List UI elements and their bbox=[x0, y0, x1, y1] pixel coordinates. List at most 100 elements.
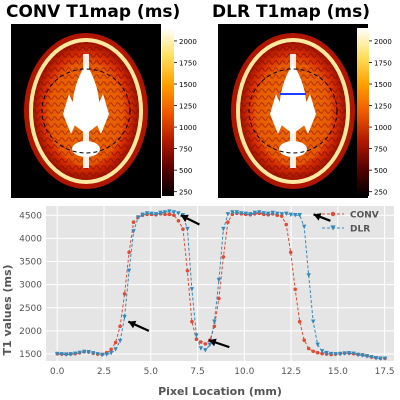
data-point-dlr bbox=[194, 333, 199, 338]
data-point-dlr bbox=[68, 352, 73, 357]
data-point-dlr bbox=[95, 352, 100, 357]
data-point-dlr bbox=[104, 352, 109, 357]
annotation-arrows bbox=[127, 213, 331, 349]
colorbar-gradient bbox=[357, 28, 369, 196]
data-point-dlr bbox=[207, 342, 213, 348]
data-point-conv bbox=[284, 222, 289, 227]
data-point-conv bbox=[306, 346, 311, 351]
data-point-conv bbox=[288, 250, 293, 255]
colorbar-tick-label: 1750 bbox=[179, 59, 197, 67]
data-point-dlr bbox=[212, 319, 217, 324]
legend: CONV DLR bbox=[322, 211, 379, 235]
colorbar-tick-label: 250 bbox=[374, 189, 387, 197]
x-axis-label: Pixel Location (mm) bbox=[158, 385, 282, 398]
data-point-dlr bbox=[319, 349, 325, 354]
data-point-dlr bbox=[257, 210, 262, 215]
data-point-conv bbox=[302, 338, 306, 342]
data-point-dlr bbox=[369, 355, 374, 360]
data-point-conv bbox=[293, 287, 298, 292]
data-point-dlr bbox=[55, 351, 60, 357]
dlr-colorbar: 2000 1750 1500 1250 1000 750 500 250 bbox=[357, 28, 392, 197]
colorbar-tick-label: 1000 bbox=[179, 124, 197, 132]
data-point-dlr bbox=[176, 211, 181, 216]
data-point-dlr bbox=[122, 314, 127, 320]
data-point-dlr bbox=[310, 319, 316, 324]
data-point-dlr bbox=[266, 211, 271, 217]
data-point-dlr bbox=[378, 356, 383, 361]
data-point-conv bbox=[113, 340, 118, 345]
y-axis-label: T1 values (ms) bbox=[1, 264, 14, 355]
colorbar-tick-label: 500 bbox=[374, 167, 387, 175]
data-point-dlr bbox=[153, 212, 159, 217]
data-point-dlr bbox=[315, 342, 320, 348]
data-point-dlr bbox=[59, 352, 64, 357]
data-point-dlr bbox=[81, 349, 87, 355]
colorbar-tick-label: 1500 bbox=[179, 81, 197, 89]
conv-colorbar: 2000 1750 1500 1250 1000 750 500 250 bbox=[162, 28, 197, 197]
data-point-dlr bbox=[203, 348, 208, 353]
data-point-dlr bbox=[162, 210, 168, 215]
y-tick-label: 4500 bbox=[19, 211, 42, 221]
dlr-t1map-image bbox=[218, 24, 368, 198]
data-point-dlr bbox=[230, 210, 235, 215]
data-point-conv bbox=[127, 250, 131, 255]
data-point-conv bbox=[315, 350, 320, 355]
data-point-dlr bbox=[360, 353, 365, 358]
data-point-dlr bbox=[234, 210, 240, 215]
data-point-dlr bbox=[288, 212, 293, 217]
data-point-conv bbox=[203, 342, 208, 346]
data-point-conv bbox=[118, 324, 122, 329]
data-point-conv bbox=[226, 220, 230, 224]
annotation-arrow-head bbox=[128, 320, 137, 329]
grid-lines bbox=[46, 206, 394, 361]
data-point-dlr bbox=[342, 351, 347, 356]
data-point-dlr bbox=[189, 287, 195, 292]
y-tick-label: 3000 bbox=[19, 281, 42, 291]
data-point-dlr bbox=[297, 213, 302, 218]
data-point-conv bbox=[297, 319, 302, 324]
data-point-dlr bbox=[185, 226, 190, 232]
colorbar-tick-label: 1250 bbox=[374, 103, 392, 111]
y-axis-ticks: 1500 2000 2500 3000 3500 4000 4500 bbox=[19, 211, 42, 360]
data-point-dlr bbox=[158, 210, 163, 216]
x-tick-label: 12.5 bbox=[281, 367, 301, 377]
legend-label-conv: CONV bbox=[350, 211, 379, 221]
data-point-dlr bbox=[351, 351, 356, 357]
legend-label-dlr: DLR bbox=[350, 225, 370, 235]
y-tick-label: 2000 bbox=[19, 327, 42, 337]
data-point-dlr bbox=[355, 352, 361, 358]
plot-area bbox=[46, 206, 394, 361]
data-point-dlr bbox=[275, 211, 280, 217]
legend-marker-dlr bbox=[330, 225, 336, 231]
data-point-dlr bbox=[328, 351, 334, 357]
annotation-arrow-head bbox=[313, 213, 322, 221]
data-point-dlr bbox=[117, 338, 123, 344]
data-point-dlr bbox=[72, 351, 78, 357]
data-point-dlr bbox=[346, 351, 352, 356]
x-axis-ticks: 0.0 2.5 5.0 7.5 10.0 12.5 15.0 17.5 bbox=[50, 367, 395, 377]
data-point-dlr bbox=[243, 211, 249, 217]
data-point-dlr bbox=[99, 352, 105, 358]
data-point-conv bbox=[109, 347, 113, 352]
data-point-dlr bbox=[171, 210, 177, 215]
x-tick-label: 15.0 bbox=[328, 367, 348, 377]
y-tick-label: 1500 bbox=[19, 350, 42, 360]
data-point-dlr bbox=[86, 350, 91, 355]
data-point-conv bbox=[217, 296, 221, 301]
data-point-dlr bbox=[149, 211, 154, 217]
data-point-conv bbox=[176, 219, 181, 223]
conv-t1map-image bbox=[11, 24, 161, 198]
data-point-dlr bbox=[270, 210, 275, 216]
data-point-dlr bbox=[301, 224, 307, 230]
data-point-conv bbox=[311, 349, 315, 354]
y-tick-label: 2500 bbox=[19, 304, 42, 314]
colorbar-tick-label: 500 bbox=[179, 167, 192, 175]
data-point-conv bbox=[131, 220, 136, 224]
colorbar-tick-label: 1500 bbox=[374, 81, 392, 89]
colorbar-gradient bbox=[162, 28, 174, 196]
data-point-dlr bbox=[225, 212, 231, 217]
colorbar-tick-label: 2000 bbox=[179, 38, 197, 46]
conv-t1map-title: CONV T1map (ms) bbox=[6, 2, 181, 22]
x-tick-label: 0.0 bbox=[50, 367, 65, 377]
data-point-dlr bbox=[382, 356, 388, 361]
